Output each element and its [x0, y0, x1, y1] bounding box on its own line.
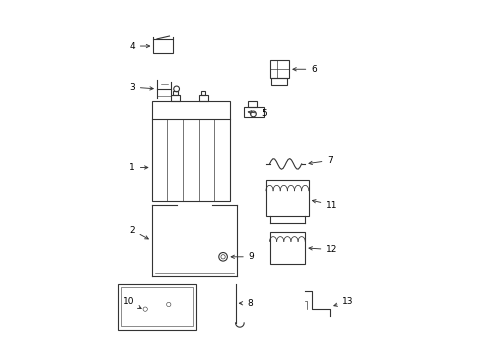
Text: 6: 6 [292, 65, 316, 74]
Bar [244, 107, 264, 117]
Text: 2: 2 [129, 225, 148, 239]
Text: 8: 8 [239, 299, 252, 308]
Bar [171, 95, 180, 102]
Text: 12: 12 [308, 245, 337, 254]
Bar [269, 60, 288, 78]
Text: 1: 1 [129, 163, 147, 172]
Bar [247, 102, 257, 107]
Bar [271, 78, 287, 85]
Bar [198, 95, 207, 102]
Text: 3: 3 [129, 83, 153, 92]
Bar [200, 91, 205, 95]
Bar [265, 180, 308, 216]
Bar [121, 287, 192, 327]
Text: 10: 10 [122, 297, 141, 309]
Bar [269, 232, 305, 264]
Text: 9: 9 [231, 252, 254, 261]
Bar [173, 91, 177, 95]
Bar [153, 39, 173, 53]
Text: 4: 4 [129, 41, 149, 50]
Text: 7: 7 [308, 156, 332, 165]
Bar [118, 284, 196, 330]
Text: 13: 13 [333, 297, 353, 306]
Text: 11: 11 [312, 200, 337, 210]
Text: 5: 5 [248, 109, 266, 118]
